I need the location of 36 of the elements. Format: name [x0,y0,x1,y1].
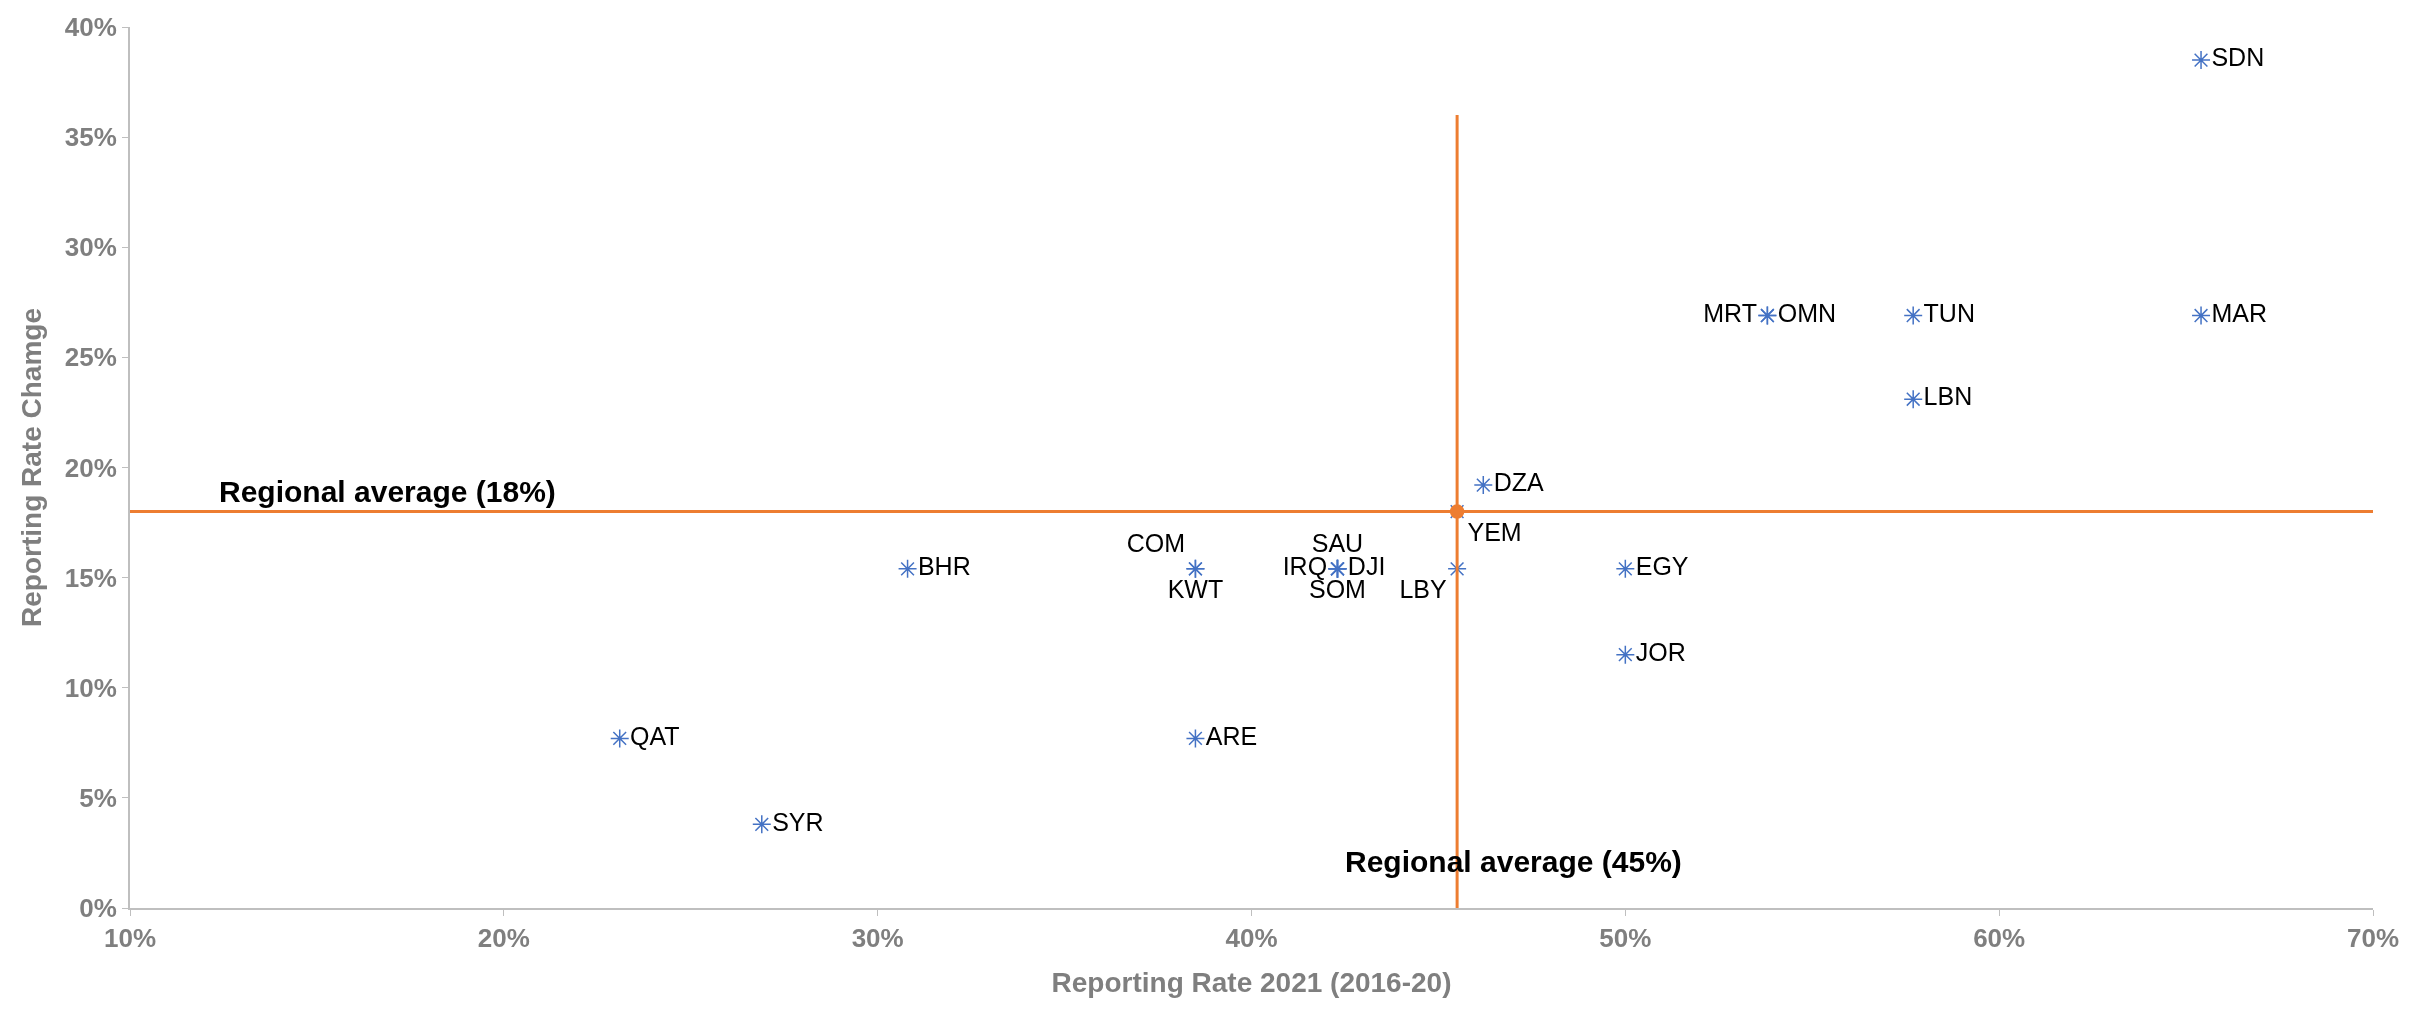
y-tick-label: 5% [79,782,117,813]
series-label: YEM [1467,517,1522,546]
series-label: ARE [1205,721,1258,750]
series-label: JOR [1635,637,1686,666]
annotation: Regional average (18%) [219,475,556,508]
series-label: LBY [1399,574,1448,603]
series-label: DZA [1493,468,1544,497]
x-tick-label: 50% [1599,923,1652,954]
series-label: KWT [1167,574,1224,603]
series-label: COM [1126,529,1186,558]
y-tick-label: 20% [64,452,117,483]
y-tick-label: 40% [64,12,117,43]
y-axis-title: Reporting Rate Chamge [15,308,47,627]
series-label: BHR [917,552,971,581]
series-label: OMN [1777,298,1837,327]
x-tick-label: 60% [1973,923,2026,954]
x-tick-label: 70% [2346,923,2400,954]
series-label: EGY [1635,552,1689,581]
series-label: QAT [630,721,680,750]
x-tick-label: 20% [477,923,530,954]
x-tick-label: 30% [851,923,904,954]
y-tick-label: 25% [64,342,117,373]
x-tick-label: 10% [103,923,157,954]
y-tick-label: 10% [64,672,117,703]
series-label: MAR [2211,298,2267,327]
series-label: LBN [1923,382,1973,411]
y-tick-label: 0% [79,893,117,924]
series-label: TUN [1923,298,1975,327]
x-tick-label: 40% [1225,923,1278,954]
series-label: SDN [2211,43,2265,72]
series-label: MRT [1703,298,1758,327]
series-label: SYR [772,807,824,836]
y-tick-label: 30% [64,232,117,263]
y-tick-label: 15% [64,562,117,593]
y-tick-label: 35% [64,122,117,153]
x-axis-title: Reporting Rate 2021 (2016-20) [1051,966,1452,998]
